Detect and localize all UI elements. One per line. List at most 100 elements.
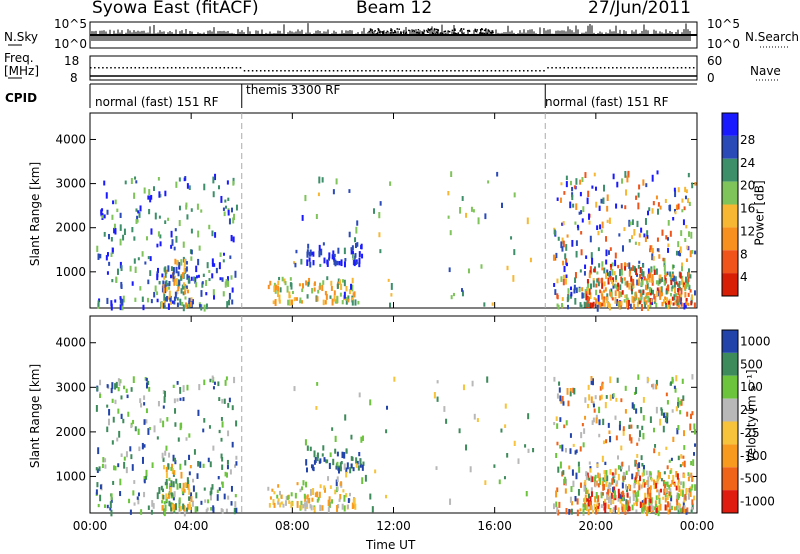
echo-cell [620,291,623,297]
echo-cell [215,267,218,274]
echo-cell [285,496,288,500]
echo-cell [172,505,175,512]
echo-cell [313,450,316,458]
echo-cell [609,495,612,500]
echo-cell [120,281,123,288]
echo-cell [604,461,607,466]
search-noise-point [435,28,438,31]
echo-cell [306,259,309,266]
echo-cell [221,421,224,428]
nave-point [474,70,476,72]
echo-cell [685,189,688,194]
echo-cell [320,248,323,256]
echo-cell [139,286,142,291]
nave-point [336,70,339,72]
echo-cell [608,430,611,435]
nave-point [110,67,112,69]
echo-cell [162,389,165,395]
echo-cell [647,304,650,312]
echo-cell [631,219,634,226]
echo-cell [379,201,382,206]
echo-cell [646,210,649,216]
echo-cell [304,439,307,446]
echo-cell [174,228,177,232]
echo-cell [179,463,182,470]
echo-cell [598,473,601,478]
search-noise-point [454,32,457,35]
echo-cell [448,267,451,273]
echo-cell [672,302,675,306]
echo-cell [587,509,590,516]
echo-cell [386,405,389,410]
echo-cell [172,454,175,462]
echo-cell [635,386,638,394]
nave-point [684,67,687,69]
echo-cell [139,398,142,404]
echo-cell [527,413,530,420]
search-noise-point [378,31,381,33]
echo-cell [362,461,365,466]
echo-cell [624,170,627,178]
echo-cell [579,191,582,197]
x-tick-label: 12:00 [376,519,411,533]
nave-point [510,70,513,72]
echo-cell [151,462,154,469]
echo-cell [321,284,324,292]
echo-cell [631,295,634,303]
echo-cell [609,291,612,297]
echo-cell [273,285,276,293]
echo-cell [660,286,663,293]
search-noise-point [436,33,438,36]
echo-cell [563,265,566,273]
echo-cell [610,492,613,499]
echo-cell [336,486,339,491]
echo-cell [643,297,646,304]
echo-cell [669,470,672,475]
echo-cell [602,440,605,445]
echo-cell [467,268,470,274]
echo-cell [584,264,587,269]
echo-cell [649,498,652,504]
echo-cell [637,192,640,198]
echo-cell [679,400,682,405]
echo-cell [681,490,684,498]
echo-cell [350,283,353,290]
echo-cell [633,480,636,486]
echo-cell [221,277,224,282]
echo-cell [301,288,304,293]
echo-cell [160,301,163,309]
echo-cell [185,266,188,272]
echo-cell [131,227,134,233]
echo-cell [601,293,604,300]
echo-cell [596,278,599,283]
echo-cell [603,184,606,192]
echo-cell [299,488,302,493]
echo-cell [235,204,238,211]
echo-cell [298,283,301,287]
echo-cell [233,464,236,468]
echo-cell [574,450,577,455]
echo-cell [228,299,231,306]
echo-cell [356,220,359,226]
nave-point [280,70,282,72]
search-noise-point [444,33,446,36]
echo-cell [484,213,487,220]
echo-cell [212,386,215,390]
echo-cell [167,303,170,310]
echo-cell [667,501,670,508]
echo-cell [340,283,343,290]
echo-cell [694,484,697,491]
echo-cell [208,224,211,230]
nave-point [292,70,294,72]
echo-cell [352,254,355,260]
echo-cell [644,284,647,290]
echo-cell [192,485,195,492]
colorbar-segment [722,398,738,422]
echo-cell [312,251,315,257]
echo-cell [180,275,183,281]
echo-cell [192,478,195,483]
echo-cell [653,300,656,304]
echo-cell [624,266,627,271]
echo-cell [106,297,109,304]
echo-cell [614,283,617,288]
